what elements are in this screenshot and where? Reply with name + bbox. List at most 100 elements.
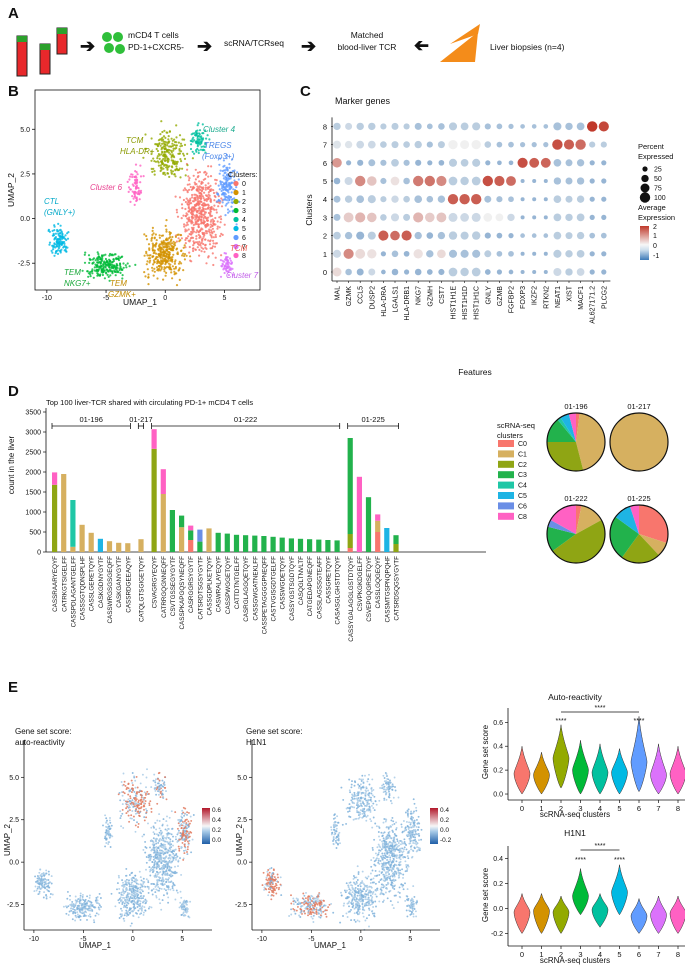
dotplot-dot bbox=[531, 142, 537, 148]
dotplot-dot bbox=[343, 212, 354, 223]
cluster-0-cell bbox=[205, 172, 208, 175]
annotation-treg-2: (Foxp3+) bbox=[202, 152, 235, 161]
score-cell bbox=[404, 860, 407, 863]
cluster-5-cell bbox=[58, 240, 61, 243]
dotplot-dot bbox=[426, 141, 433, 148]
score-cell bbox=[393, 822, 396, 825]
cluster-0-cell bbox=[200, 211, 203, 214]
cluster-2-cell bbox=[179, 158, 182, 161]
dotplot-feature-label: HIST1H1D bbox=[462, 286, 469, 320]
cluster-6-cell bbox=[232, 175, 236, 178]
score-cell bbox=[393, 833, 396, 835]
score-cell bbox=[368, 899, 371, 902]
cluster-1-cell bbox=[180, 249, 183, 252]
score-cell bbox=[140, 803, 143, 806]
cluster-2-cell bbox=[153, 170, 156, 173]
score-cell bbox=[178, 821, 181, 824]
cluster-0-cell bbox=[192, 249, 195, 253]
score-cell bbox=[82, 915, 85, 918]
cluster-0-cell bbox=[193, 193, 196, 196]
score-cell bbox=[385, 871, 388, 874]
score-cell bbox=[370, 792, 373, 795]
score-cell bbox=[358, 785, 361, 787]
cluster-2-cell bbox=[168, 149, 171, 152]
cluster-3-cell bbox=[101, 259, 104, 262]
score-cell bbox=[362, 811, 365, 814]
cluster-2-cell bbox=[164, 173, 167, 176]
pie-slice bbox=[639, 534, 667, 556]
cluster-3-cell bbox=[119, 256, 122, 260]
cluster-2-cell bbox=[172, 149, 175, 152]
cluster-3-cell bbox=[134, 263, 137, 266]
score-cell bbox=[395, 828, 398, 831]
cluster-0-cell bbox=[210, 247, 214, 250]
score-cell bbox=[139, 888, 141, 891]
cluster-6-cell bbox=[226, 208, 230, 211]
score-cell bbox=[380, 889, 383, 892]
cluster-5-cell bbox=[64, 246, 67, 249]
score-cell bbox=[138, 814, 141, 817]
cluster-2-cell bbox=[156, 155, 159, 158]
score-cell bbox=[69, 907, 72, 910]
score-cell bbox=[180, 827, 183, 830]
cluster-2-cell bbox=[178, 152, 181, 155]
cluster-3-cell bbox=[113, 253, 116, 256]
cluster-0-cell bbox=[198, 235, 202, 238]
score-cell bbox=[397, 842, 400, 844]
score-cell bbox=[378, 873, 381, 876]
score-cell bbox=[164, 836, 166, 839]
cluster-8-cell bbox=[136, 173, 139, 176]
score-cell bbox=[40, 884, 43, 886]
score-cell bbox=[161, 824, 164, 827]
score-cell bbox=[182, 904, 185, 907]
dotplot-dot bbox=[543, 215, 548, 220]
cluster-6-cell bbox=[229, 183, 232, 186]
score-cell bbox=[110, 892, 113, 895]
score-cell bbox=[366, 793, 369, 796]
score-cell bbox=[399, 869, 402, 872]
cluster-2-cell bbox=[163, 163, 166, 166]
cluster-0-cell bbox=[219, 221, 222, 224]
score-cell bbox=[92, 919, 95, 922]
dotplot-dot bbox=[484, 232, 491, 239]
cluster-3-cell bbox=[101, 273, 104, 277]
score-cell bbox=[118, 901, 121, 904]
score-cell bbox=[155, 788, 158, 791]
score-cell bbox=[76, 913, 79, 916]
score-cell bbox=[352, 896, 355, 899]
cluster-1-cell bbox=[159, 261, 162, 264]
score-cell bbox=[343, 889, 346, 892]
score-cell bbox=[166, 851, 169, 854]
pie-slice bbox=[552, 520, 605, 563]
cluster-0-cell bbox=[178, 196, 182, 199]
cluster-2-cell bbox=[167, 135, 170, 138]
score-cell bbox=[74, 909, 77, 912]
score-cell bbox=[381, 865, 383, 868]
score-cell bbox=[126, 800, 129, 803]
score-cell bbox=[303, 894, 306, 897]
score-cell bbox=[120, 891, 123, 894]
score-cell bbox=[102, 824, 104, 827]
dotplot-dot bbox=[414, 122, 422, 130]
legend-label-C8: C8 bbox=[518, 514, 527, 521]
score-cell bbox=[396, 838, 399, 841]
pd1-label: PD-1+CXCR5- bbox=[128, 42, 184, 52]
cluster-3-cell bbox=[114, 266, 117, 270]
score-cell bbox=[351, 884, 354, 887]
score-cell bbox=[121, 812, 124, 815]
cluster-0-cell bbox=[194, 248, 197, 251]
cluster-6-cell bbox=[225, 157, 228, 160]
score-cell bbox=[353, 802, 356, 805]
score-cell bbox=[127, 910, 130, 913]
dotplot-dot bbox=[494, 175, 505, 187]
score-cell bbox=[381, 840, 383, 843]
score-cell bbox=[183, 849, 185, 852]
score-cell bbox=[122, 917, 125, 920]
cluster-3-cell bbox=[102, 263, 105, 266]
score-cell bbox=[386, 883, 389, 886]
cluster-1-cell bbox=[165, 228, 168, 231]
score-cell bbox=[120, 913, 123, 916]
score-cell bbox=[135, 882, 138, 885]
cluster-3-cell bbox=[121, 274, 124, 277]
score-cell bbox=[364, 774, 366, 777]
